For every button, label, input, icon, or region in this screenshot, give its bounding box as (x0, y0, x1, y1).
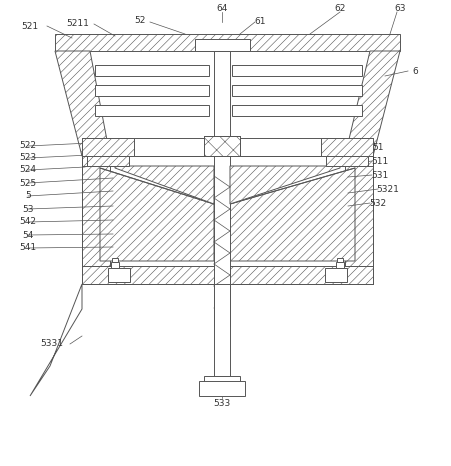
Polygon shape (30, 284, 82, 396)
Text: 5331: 5331 (41, 340, 63, 349)
Bar (213, 51, 230, 326)
Polygon shape (82, 138, 133, 156)
Text: 52: 52 (134, 15, 145, 25)
Text: 5321: 5321 (376, 185, 399, 193)
Bar (108, 268, 130, 282)
Text: 511: 511 (371, 157, 388, 165)
Bar (231, 105, 361, 116)
Bar (231, 85, 361, 96)
Text: 531: 531 (371, 171, 388, 179)
Polygon shape (82, 266, 372, 284)
Text: 53: 53 (22, 205, 34, 213)
Polygon shape (230, 166, 339, 204)
Polygon shape (115, 166, 213, 204)
Bar (198, 381, 244, 396)
Text: 541: 541 (19, 244, 37, 253)
Text: 54: 54 (22, 231, 34, 240)
Bar (95, 65, 208, 76)
Polygon shape (55, 34, 399, 51)
Text: 5211: 5211 (66, 19, 89, 27)
Polygon shape (82, 156, 110, 266)
Bar (194, 39, 249, 51)
Text: 63: 63 (393, 4, 405, 13)
Bar (231, 65, 361, 76)
Text: 524: 524 (19, 165, 37, 174)
Bar (203, 376, 239, 388)
Polygon shape (55, 51, 110, 156)
Polygon shape (100, 168, 213, 261)
Text: 521: 521 (21, 21, 38, 30)
Text: 51: 51 (372, 144, 383, 152)
Text: 522: 522 (19, 142, 37, 151)
Polygon shape (320, 138, 372, 156)
Text: 64: 64 (216, 4, 227, 13)
Text: 62: 62 (334, 4, 345, 13)
Polygon shape (325, 156, 367, 166)
Polygon shape (344, 51, 399, 156)
Bar (112, 258, 118, 262)
Text: 533: 533 (213, 399, 230, 409)
Text: 6: 6 (411, 67, 417, 75)
Bar (111, 262, 119, 268)
Text: 532: 532 (368, 199, 386, 207)
Text: 5: 5 (25, 192, 31, 200)
Polygon shape (87, 156, 129, 166)
Bar (95, 105, 208, 116)
Bar (213, 284, 230, 376)
Text: 542: 542 (19, 218, 37, 226)
Polygon shape (203, 136, 239, 156)
Bar (203, 136, 239, 156)
Text: 61: 61 (253, 16, 265, 26)
Polygon shape (230, 168, 354, 261)
Bar (95, 85, 208, 96)
Text: 523: 523 (19, 153, 37, 163)
Text: 525: 525 (19, 178, 37, 187)
Bar (336, 258, 342, 262)
Polygon shape (344, 156, 372, 266)
Bar (335, 262, 343, 268)
Bar (324, 268, 346, 282)
